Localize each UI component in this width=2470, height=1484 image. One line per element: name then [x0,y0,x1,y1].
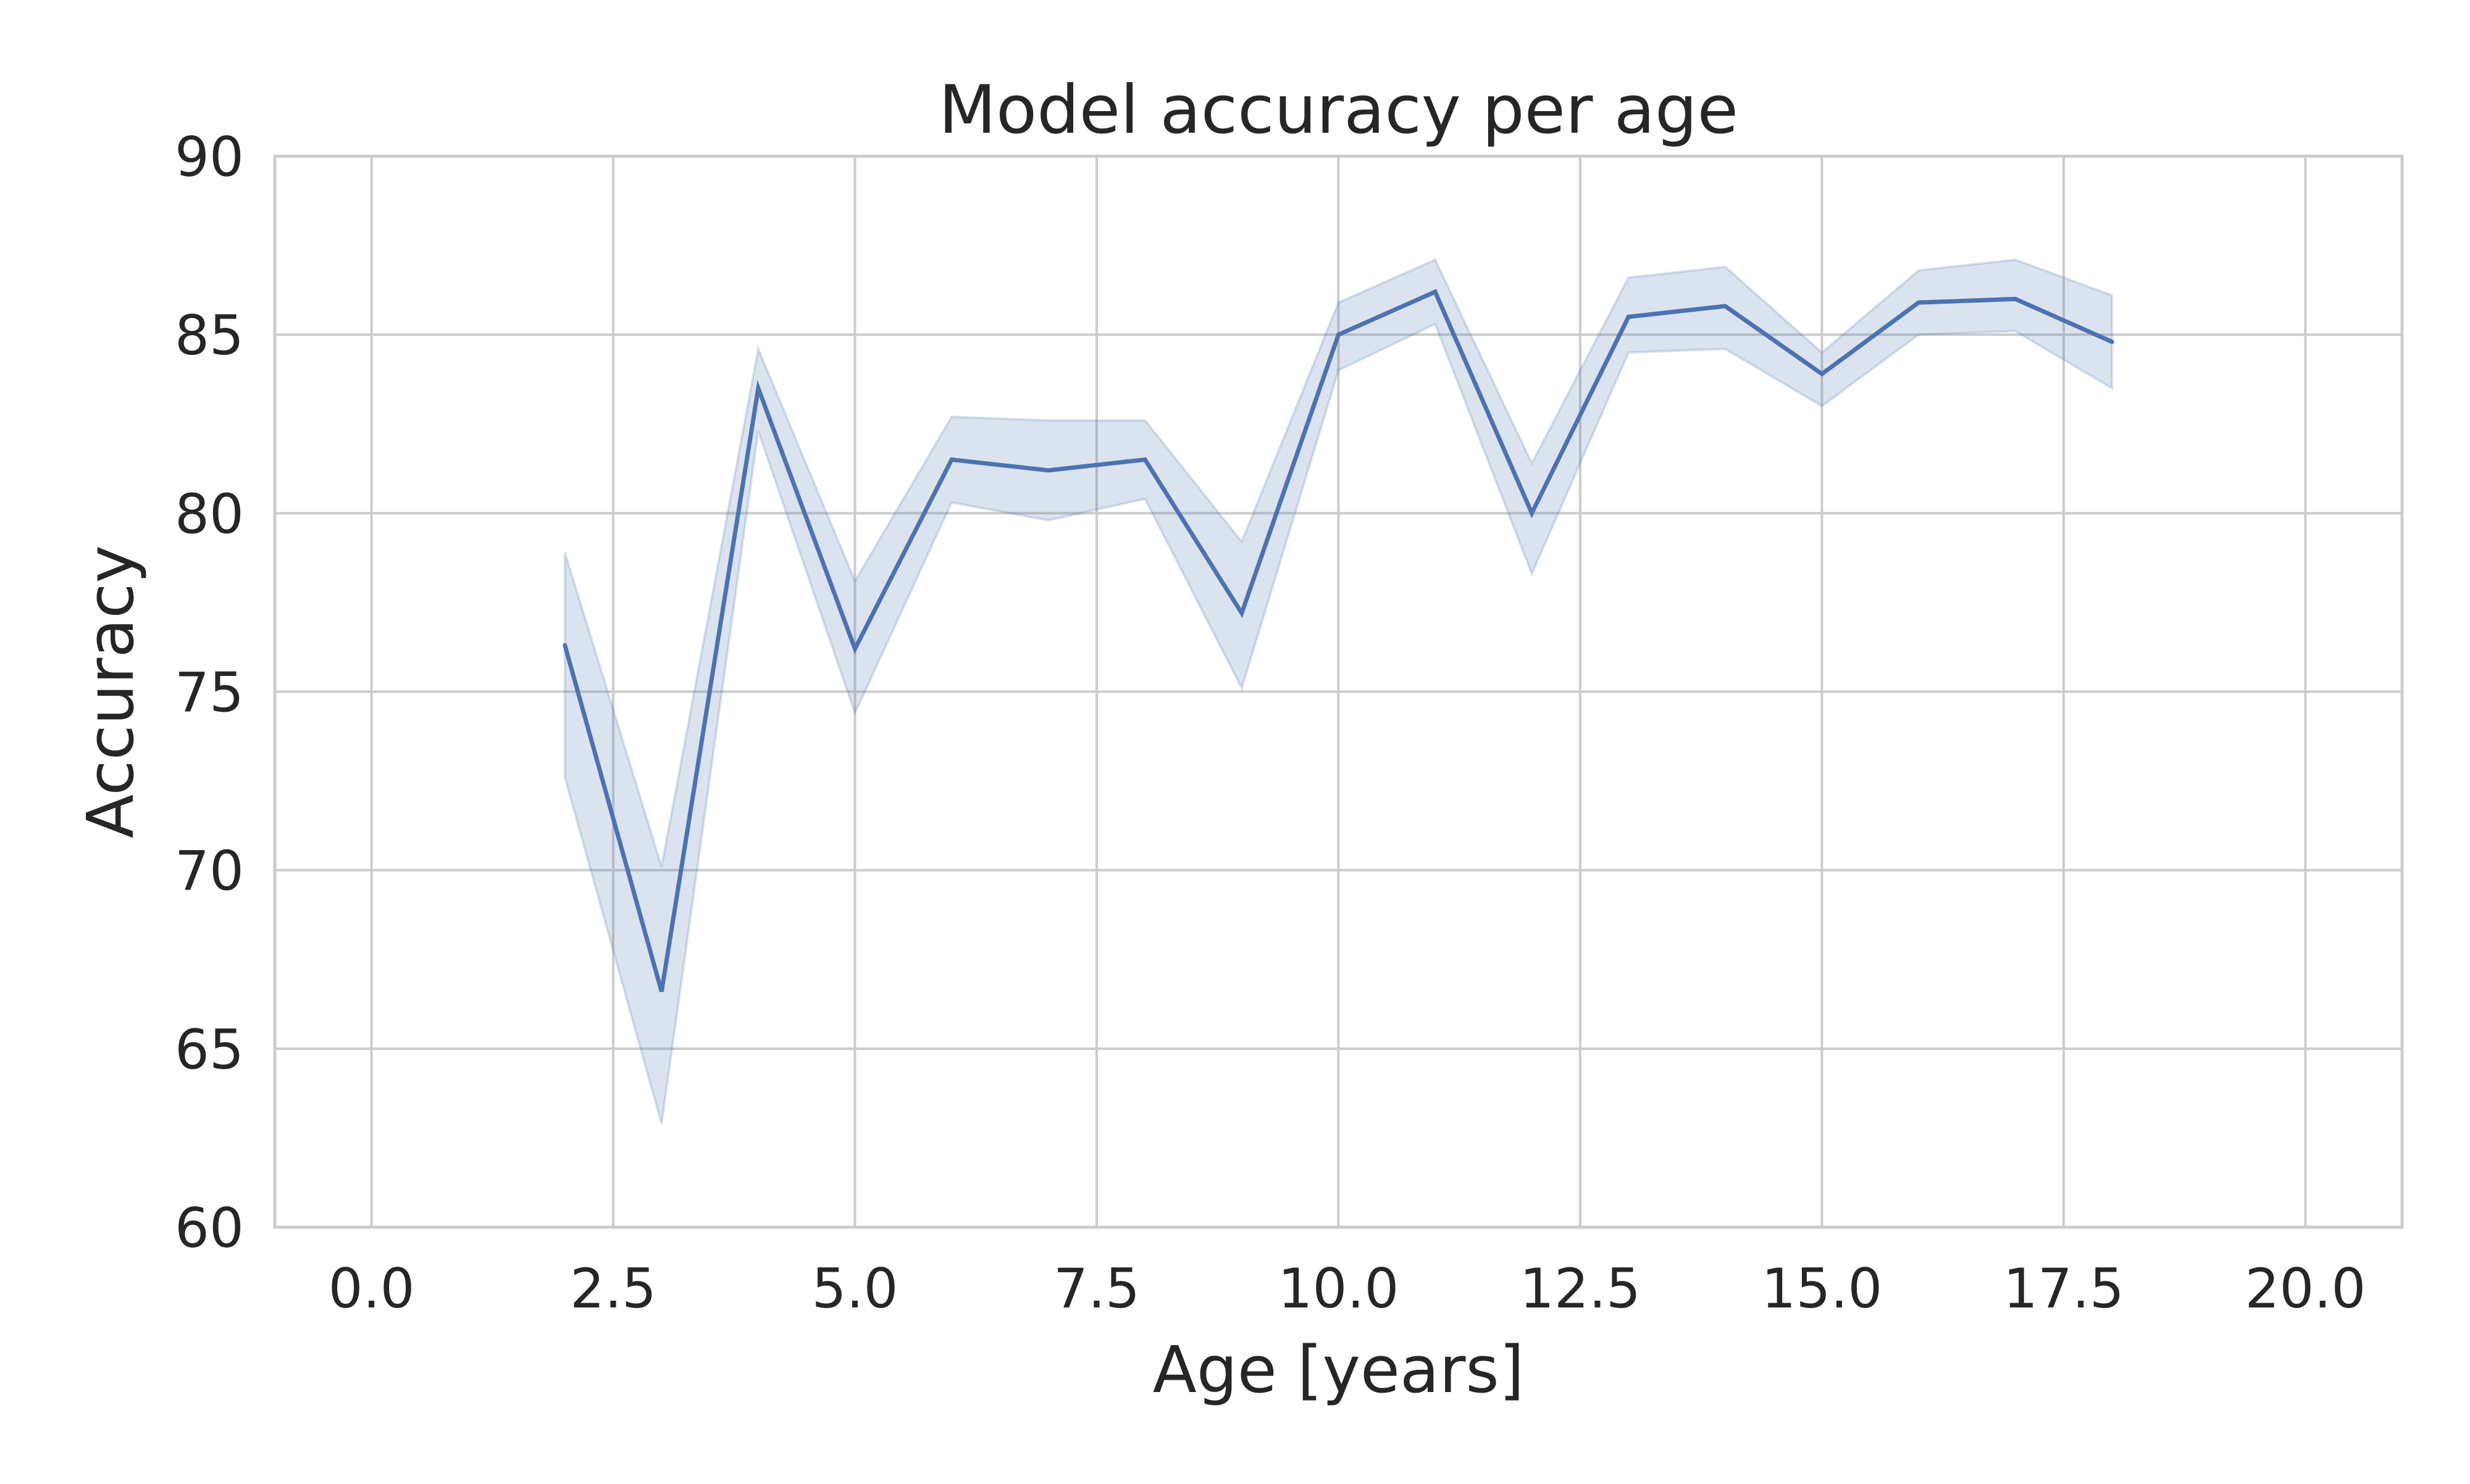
y-tick-label: 60 [175,1196,244,1260]
x-tick-label: 5.0 [812,1257,898,1320]
y-tick-label: 70 [175,840,244,903]
x-tick-label: 10.0 [1278,1257,1399,1320]
y-tick-label: 80 [175,482,244,546]
x-tick-label: 7.5 [1053,1257,1140,1320]
x-tick-label: 0.0 [329,1257,415,1320]
chart-title: Model accuracy per age [939,72,1738,149]
x-tick-label: 2.5 [570,1257,656,1320]
y-axis-title: Accuracy [73,545,148,838]
y-tick-label: 85 [175,304,244,367]
y-tick-label: 65 [175,1018,244,1082]
x-tick-labels: 0.0 2.5 5.0 7.5 10.0 12.5 15.0 17.5 20.0 [329,1257,2366,1320]
x-tick-label: 20.0 [2245,1257,2366,1320]
y-tick-label: 90 [175,125,244,189]
x-tick-label: 12.5 [1520,1257,1641,1320]
x-tick-label: 17.5 [2003,1257,2124,1320]
x-axis-title: Age [years] [1153,1332,1525,1407]
x-tick-label: 15.0 [1761,1257,1882,1320]
y-tick-label: 75 [175,661,244,725]
